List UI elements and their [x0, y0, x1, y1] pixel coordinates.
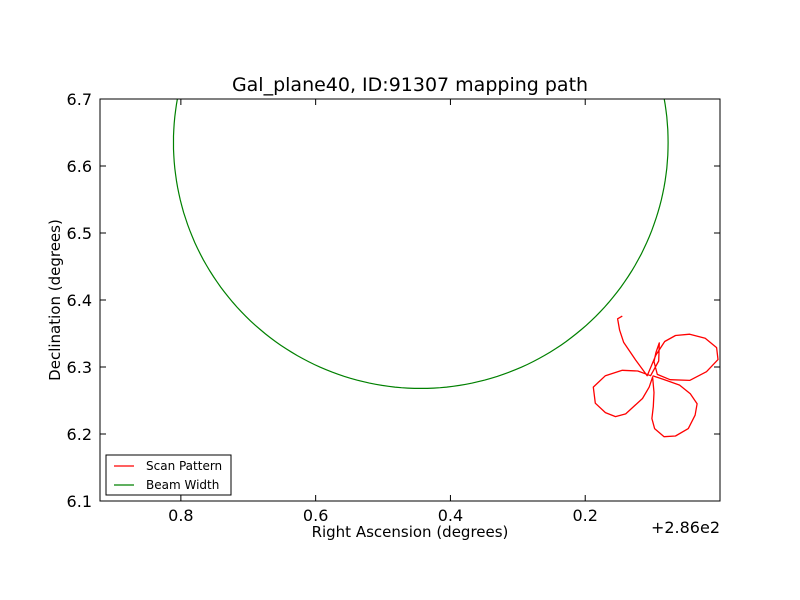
x-offset-label: +2.86e2 [651, 518, 720, 537]
y-tick-label: 6.2 [67, 425, 92, 444]
legend: Scan Pattern Beam Width [105, 454, 232, 496]
x-tick-label: 0.2 [572, 506, 597, 525]
y-tick-label: 6.7 [67, 90, 92, 109]
beam-width-circle [172, 99, 669, 389]
legend-label-beam-width: Beam Width [146, 478, 219, 492]
x-tick-labels: 0.8 0.6 0.4 0.2 [168, 506, 598, 525]
axis-ticks [100, 98, 720, 502]
x-axis-label: Right Ascension (degrees) [312, 523, 509, 541]
legend-box [105, 454, 232, 496]
scan-pattern-line [592, 315, 719, 438]
legend-label-scan-pattern: Scan Pattern [146, 459, 222, 473]
y-tick-labels: 6.1 6.2 6.3 6.4 6.5 6.6 6.7 [67, 90, 92, 511]
y-tick-label: 6.1 [67, 492, 92, 511]
plot-area [172, 99, 719, 438]
x-tick-label: 0.4 [438, 506, 463, 525]
chart-title: Gal_plane40, ID:91307 mapping path [232, 74, 588, 96]
x-tick-label: 0.8 [168, 506, 193, 525]
y-tick-label: 6.6 [67, 157, 92, 176]
y-tick-label: 6.4 [67, 291, 92, 310]
y-tick-label: 6.5 [67, 224, 92, 243]
y-tick-label: 6.3 [67, 358, 92, 377]
x-tick-label: 0.6 [303, 506, 328, 525]
plot-frame [99, 98, 721, 502]
y-axis-label: Declination (degrees) [46, 219, 64, 381]
